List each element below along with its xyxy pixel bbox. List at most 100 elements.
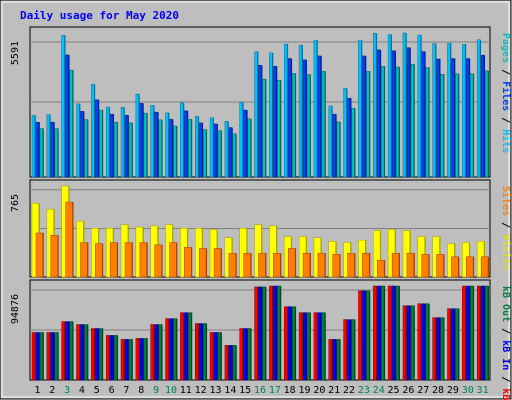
bar-pages-day-19 — [306, 74, 311, 178]
legend-hits-files-pages: Pages / Files / Hits — [500, 33, 512, 153]
bar-kb-f-day-31 — [476, 285, 481, 381]
bar-kb-f-day-6 — [105, 335, 110, 381]
bar-kb-f-day-2 — [46, 332, 50, 381]
bar-pages-day-14 — [232, 133, 236, 178]
bar-kb-in-day-4 — [80, 324, 84, 381]
bar-kb-f-day-20 — [313, 312, 318, 381]
legend-visits-sites: Sites / Visits — [500, 186, 512, 270]
bar-kb-in-day-29 — [451, 308, 455, 381]
bar-sites-day-31 — [480, 256, 489, 278]
bar-sites-day-19 — [302, 252, 311, 278]
bar-files-day-31 — [480, 54, 485, 178]
bar-kb-f-day-30 — [462, 285, 466, 381]
bar-kb-out-day-30 — [470, 285, 474, 381]
bar-kb-in-day-6 — [109, 335, 114, 381]
bar-sites-day-13 — [213, 248, 222, 278]
bar-hits-day-30 — [462, 44, 466, 178]
bar-sites-day-29 — [451, 256, 459, 278]
bar-kb-in-day-18 — [288, 306, 292, 381]
bar-kb-in-day-12 — [198, 323, 203, 381]
bar-sites-day-6 — [109, 242, 118, 278]
bar-kb-out-day-29 — [455, 308, 459, 381]
x-tick-label-24: 24 — [373, 385, 385, 396]
y-max-label: 765 — [10, 194, 21, 212]
bar-kb-in-day-5 — [95, 328, 99, 381]
bar-pages-day-2 — [54, 128, 58, 178]
bar-hits-day-3 — [61, 35, 65, 178]
bar-files-day-6 — [109, 113, 114, 178]
bar-pages-day-13 — [217, 130, 222, 178]
bar-pages-day-29 — [455, 73, 459, 178]
bar-pages-day-4 — [84, 119, 88, 178]
bar-kb-out-day-10 — [173, 318, 177, 381]
bar-kb-in-day-9 — [154, 324, 158, 381]
bar-kb-f-day-7 — [120, 339, 125, 381]
bar-files-day-25 — [391, 50, 396, 178]
bar-pages-day-26 — [410, 63, 415, 178]
bar-kb-in-day-1 — [35, 332, 40, 381]
bar-kb-out-day-3 — [69, 321, 73, 381]
bar-files-day-20 — [317, 55, 322, 178]
bar-kb-f-day-1 — [31, 332, 36, 381]
bar-hits-day-5 — [91, 84, 95, 178]
bar-hits-day-11 — [180, 102, 184, 178]
legend-separator: / — [500, 216, 511, 234]
x-tick-label-27: 27 — [417, 385, 429, 396]
bar-kb-f-day-4 — [76, 324, 80, 381]
legend-visits: Visits — [500, 234, 512, 270]
bar-sites-day-1 — [35, 232, 44, 278]
bar-kb-f-day-16 — [254, 286, 258, 381]
bar-kb-out-day-19 — [306, 312, 311, 381]
bar-kb-in-day-11 — [184, 312, 188, 381]
bar-hits-day-16 — [254, 51, 258, 178]
bar-kb-f-day-11 — [180, 312, 184, 381]
bar-files-day-11 — [184, 110, 188, 178]
y-max-label: 5591 — [10, 41, 21, 65]
bar-hits-day-26 — [402, 32, 407, 178]
bar-pages-day-15 — [247, 118, 251, 178]
bar-pages-day-23 — [366, 71, 370, 178]
bar-kb-in-day-28 — [436, 317, 440, 381]
bar-pages-day-7 — [128, 122, 133, 178]
x-tick-label-4: 4 — [79, 385, 85, 396]
bar-kb-out-day-26 — [410, 305, 415, 381]
bar-kb-out-day-31 — [484, 285, 489, 381]
bar-hits-day-12 — [194, 115, 199, 178]
x-tick-label-18: 18 — [284, 385, 296, 396]
legend-kb-in: kB In — [500, 340, 511, 370]
panel-hits-files-pages: 5591 — [10, 26, 491, 178]
bar-kb-out-day-11 — [188, 312, 192, 381]
bar-sites-day-2 — [50, 235, 58, 278]
x-tick-label-8: 8 — [138, 385, 144, 396]
bar-hits-day-7 — [120, 107, 125, 178]
bar-pages-day-12 — [202, 129, 207, 178]
x-tick-label-14: 14 — [224, 385, 236, 396]
bar-sites-day-21 — [332, 254, 340, 278]
panel-visits-sites: 765 — [10, 179, 491, 278]
bar-files-day-12 — [198, 122, 203, 178]
bar-pages-day-11 — [188, 119, 192, 178]
bar-hits-day-4 — [76, 103, 80, 178]
bar-kb-f-day-8 — [135, 338, 139, 381]
bar-files-day-21 — [332, 113, 336, 178]
bar-files-day-30 — [466, 58, 470, 178]
x-tick-label-1: 1 — [34, 385, 40, 396]
bar-sites-day-17 — [273, 252, 281, 278]
legend-kb-in-out: kB Out / kB In / kB F — [500, 286, 511, 400]
bar-sites-day-27 — [421, 254, 429, 278]
bar-sites-day-8 — [139, 242, 147, 278]
bar-files-day-28 — [436, 58, 440, 178]
bar-kb-f-day-17 — [269, 285, 273, 381]
legend-separator: / — [500, 63, 511, 81]
bar-hits-day-10 — [165, 112, 169, 178]
bar-files-day-16 — [258, 64, 262, 178]
bar-sites-day-10 — [169, 242, 177, 278]
bar-kb-out-day-2 — [54, 332, 58, 381]
bar-kb-f-day-25 — [387, 285, 392, 381]
x-tick-label-12: 12 — [195, 385, 207, 396]
bar-hits-day-25 — [387, 34, 392, 178]
bar-pages-day-18 — [292, 73, 296, 178]
x-tick-label-9: 9 — [153, 385, 159, 396]
